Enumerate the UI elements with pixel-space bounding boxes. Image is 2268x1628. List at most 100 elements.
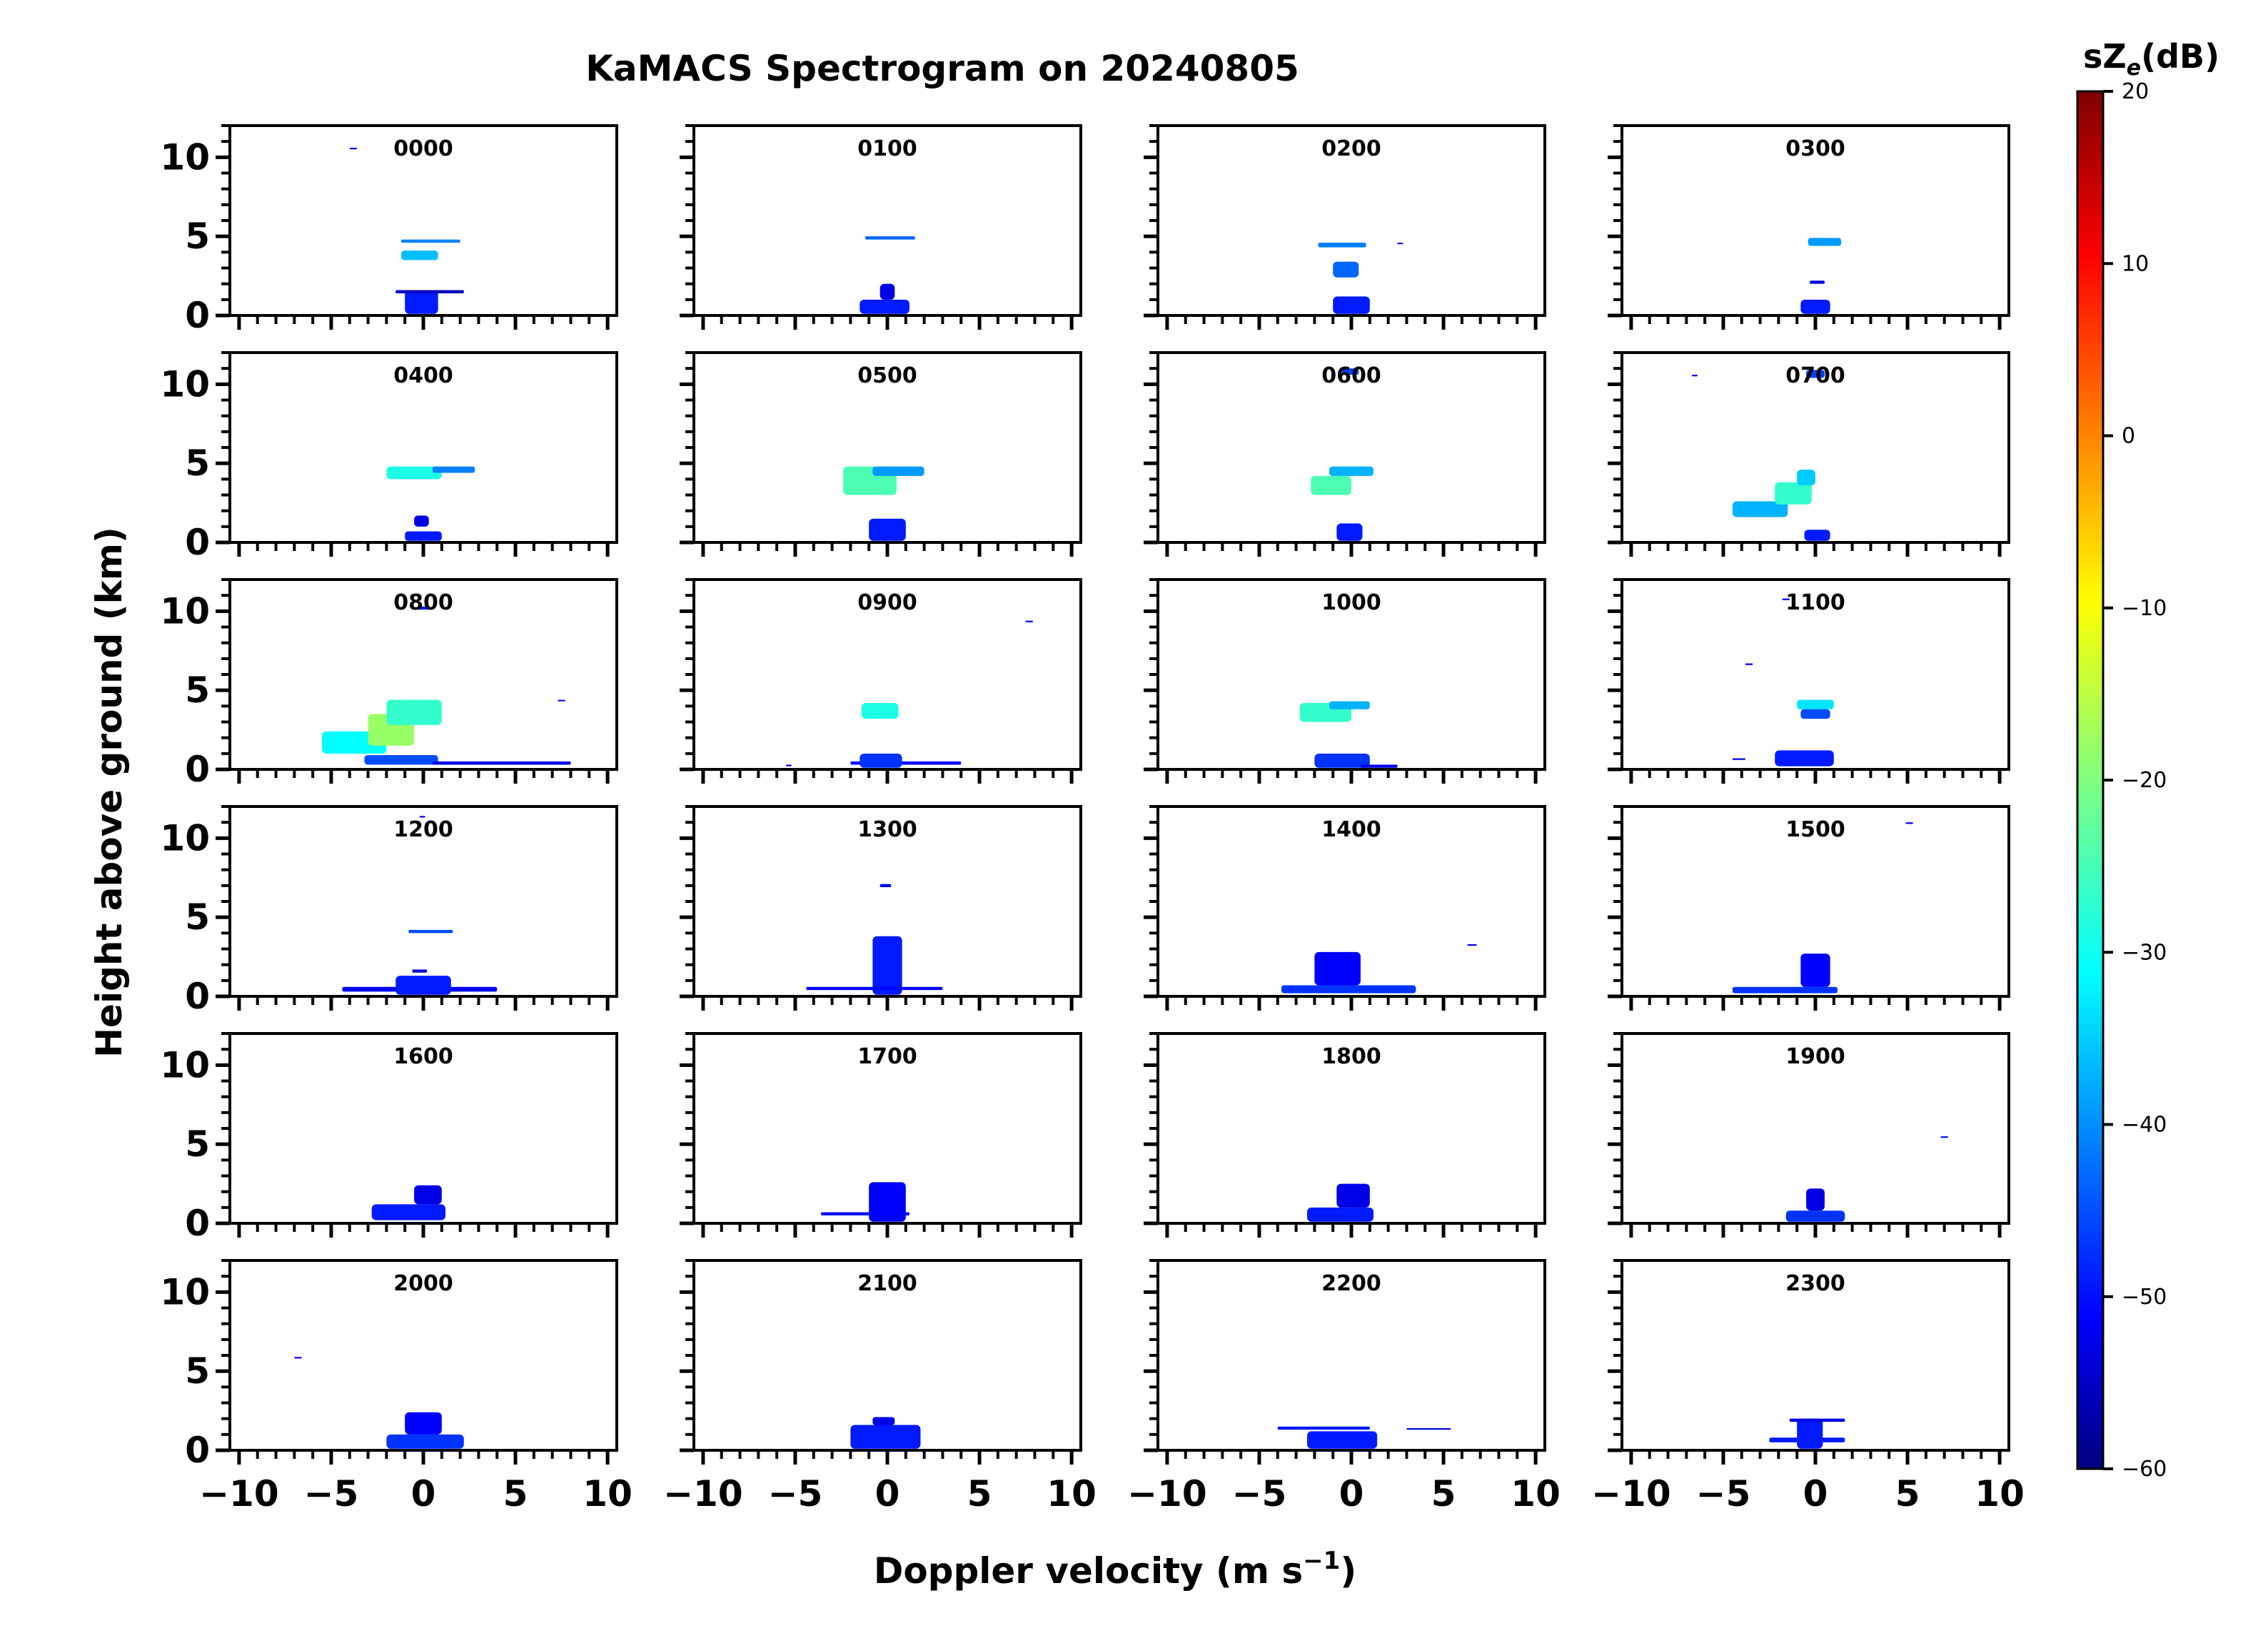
panel-0800-ytick-label-0: 0 — [185, 749, 210, 790]
panel-0400-feature-3 — [414, 515, 429, 527]
panel-0600-feature-0 — [1311, 475, 1351, 495]
panel-2300: 2300 −10 −5 0 5 10 — [1591, 1259, 2025, 1515]
colorbar-tick-label--50: −50 — [2122, 1285, 2167, 1310]
panel-0400-feature-1 — [432, 466, 475, 473]
panel-0400-ytick-label-0: 0 — [185, 522, 210, 563]
panel-0700-feature-5 — [1692, 375, 1698, 377]
panel-2300-xtick-label--5: −5 — [1696, 1473, 1751, 1515]
colorbar-tick-label--30: −30 — [2122, 940, 2167, 965]
panel-2200-xtick-label--5: −5 — [1232, 1473, 1287, 1515]
panel-1800-label: 1800 — [1321, 1044, 1381, 1069]
panel-0400: 0400 0 5 10 — [160, 351, 618, 563]
panel-0800-feature-2 — [386, 699, 442, 725]
panel-2200-xtick-label--10: −10 — [1127, 1473, 1206, 1515]
panel-1200-ytick-label-0: 0 — [185, 976, 210, 1017]
panel-0000-ytick-label-0: 0 — [185, 295, 210, 336]
panel-0000-ytick-label-5: 5 — [185, 216, 210, 257]
panel-1200-label: 1200 — [393, 817, 453, 842]
colorbar-label-subscript: e — [2127, 56, 2141, 81]
panel-0100-label: 0100 — [857, 136, 917, 161]
panel-1600-ytick-label-0: 0 — [185, 1203, 210, 1244]
panel-0400-feature-0 — [386, 466, 442, 480]
panel-1100-feature-2 — [1775, 750, 1834, 767]
panel-2200-label: 2200 — [1321, 1271, 1381, 1296]
panel-0800-feature-4 — [432, 761, 571, 765]
panel-1700-label: 1700 — [857, 1044, 917, 1069]
panel-1300-feature-0 — [872, 936, 902, 995]
panel-2100-feature-1 — [872, 1417, 895, 1425]
panel-0500-feature-2 — [869, 518, 906, 541]
panel-2300-feature-1 — [1797, 1418, 1823, 1449]
panel-1600: 1600 0 5 10 — [160, 1032, 618, 1244]
panel-0100-feature-1 — [860, 299, 909, 314]
panel-1700: 1700 — [680, 1032, 1082, 1238]
panel-0800-ytick-label-5: 5 — [185, 669, 210, 711]
colorbar-tick-label--10: −10 — [2122, 596, 2167, 621]
panel-0500-feature-1 — [872, 466, 924, 476]
colorbar-tick-label-20: 20 — [2122, 79, 2149, 104]
panel-2000-label: 2000 — [393, 1271, 453, 1296]
panel-1000-feature-3 — [1360, 764, 1398, 768]
panel-0900: 0900 — [680, 578, 1082, 784]
panel-2200-xtick-label-10: 10 — [1511, 1473, 1561, 1515]
panel-1200-ytick-label-5: 5 — [185, 896, 210, 938]
panel-0900-label: 0900 — [857, 590, 917, 615]
panel-0900-feature-4 — [786, 764, 792, 767]
colorbar-tick-label-10: 10 — [2122, 251, 2149, 276]
panel-1800-feature-1 — [1336, 1183, 1370, 1208]
panel-2000-xtick-label--10: −10 — [199, 1473, 278, 1515]
colorbar-ticks: 20 10 0 −10 −20 −30 −40 −50 −60 — [2103, 79, 2167, 1482]
panel-2100-xtick-label-0: 0 — [875, 1473, 900, 1515]
panel-1600-label: 1600 — [393, 1044, 453, 1069]
panel-0700-feature-3 — [1804, 530, 1830, 541]
panel-2100-label: 2100 — [857, 1271, 917, 1296]
x-axis-label-main: Doppler velocity (m s — [874, 1550, 1303, 1592]
panel-1900-label: 1900 — [1785, 1044, 1845, 1069]
panel-0400-feature-2 — [405, 531, 442, 541]
panel-0000-feature-2 — [405, 290, 438, 314]
panel-1600-feature-0 — [371, 1204, 445, 1220]
panel-2300-xtick-label--10: −10 — [1591, 1473, 1670, 1515]
panel-0100: 0100 — [680, 124, 1082, 330]
panel-0800-feature-3 — [364, 755, 438, 765]
panel-0800-feature-6 — [418, 606, 429, 610]
panel-1200-feature-3 — [412, 969, 428, 973]
panel-2300-xtick-label-5: 5 — [1895, 1473, 1920, 1515]
panel-1900-feature-2 — [1940, 1136, 1948, 1138]
x-axis-label-close: ) — [1340, 1550, 1356, 1592]
panel-2100-xtick-label-10: 10 — [1047, 1473, 1097, 1515]
panel-1200-feature-2 — [395, 976, 451, 995]
panel-1300: 1300 — [680, 805, 1082, 1011]
panel-2300-xtick-label-0: 0 — [1803, 1473, 1828, 1515]
panel-1900-feature-0 — [1785, 1210, 1845, 1222]
panel-2100-xtick-label-5: 5 — [967, 1473, 992, 1515]
colorbar-gradient — [2076, 90, 2105, 1470]
panel-2200-feature-2 — [1307, 1431, 1378, 1449]
chart-title: KaMACS Spectrogram on 20240805 — [585, 48, 1299, 89]
colorbar-label-unit: (dB) — [2141, 37, 2219, 76]
colorbar-tick-label--60: −60 — [2122, 1457, 2167, 1482]
panel-1200: 1200 0 5 10 — [160, 805, 618, 1017]
panel-1500-feature-1 — [1800, 954, 1830, 987]
panel-0600-feature-1 — [1329, 466, 1374, 476]
panel-2000-xtick-label-5: 5 — [503, 1473, 528, 1515]
panel-0800-ytick-label-10: 10 — [160, 590, 210, 632]
panel-1800: 1800 — [1144, 1032, 1546, 1238]
panel-1300-feature-2 — [880, 884, 892, 888]
panel-0200-feature-0 — [1318, 243, 1366, 248]
panel-2000-xtick-label-0: 0 — [411, 1473, 436, 1515]
colorbar-label: sZe(dB) — [2083, 37, 2219, 81]
panel-2200-feature-0 — [1277, 1426, 1370, 1430]
panel-0200-label: 0200 — [1321, 136, 1381, 161]
panel-0300-feature-0 — [1808, 238, 1842, 246]
panel-0300: 0300 — [1608, 124, 2010, 330]
panel-2000-feature-1 — [405, 1412, 442, 1435]
colorbar: sZe(dB) 20 10 0 −10 −20 −30 −40 −50 −60 — [2076, 37, 2219, 1482]
panel-1100-feature-1 — [1800, 709, 1830, 719]
panel-1400-feature-1 — [1314, 951, 1361, 986]
panel-0300-feature-1 — [1800, 299, 1830, 314]
panel-1600-ytick-label-5: 5 — [185, 1123, 210, 1165]
colorbar-tick-label--40: −40 — [2122, 1113, 2167, 1138]
panel-2300-label: 2300 — [1785, 1271, 1845, 1296]
panel-1600-ytick-label-10: 10 — [160, 1044, 210, 1086]
